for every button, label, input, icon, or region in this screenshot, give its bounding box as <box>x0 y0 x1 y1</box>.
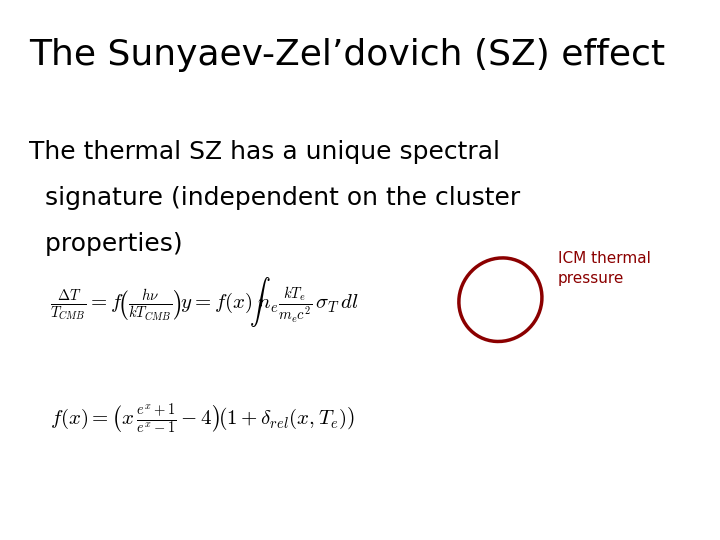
Text: The thermal SZ has a unique spectral: The thermal SZ has a unique spectral <box>29 140 500 164</box>
Text: properties): properties) <box>29 232 182 256</box>
Text: signature (independent on the cluster: signature (independent on the cluster <box>29 186 520 210</box>
Text: $\frac{\Delta T}{T_{CMB}} = f\!\left(\frac{h\nu}{kT_{CMB}}\right)\!y = f(x)\!\in: $\frac{\Delta T}{T_{CMB}} = f\!\left(\fr… <box>50 275 359 329</box>
Text: The Sunyaev-Zel’dovich (SZ) effect: The Sunyaev-Zel’dovich (SZ) effect <box>29 38 665 72</box>
Text: ICM thermal
pressure: ICM thermal pressure <box>558 251 651 286</box>
Text: $f(x) = \left(x\,\frac{e^x+1}{e^x-1}-4\right)\!\left(1+\delta_{rel}(x,T_e)\right: $f(x) = \left(x\,\frac{e^x+1}{e^x-1}-4\r… <box>50 402 355 436</box>
